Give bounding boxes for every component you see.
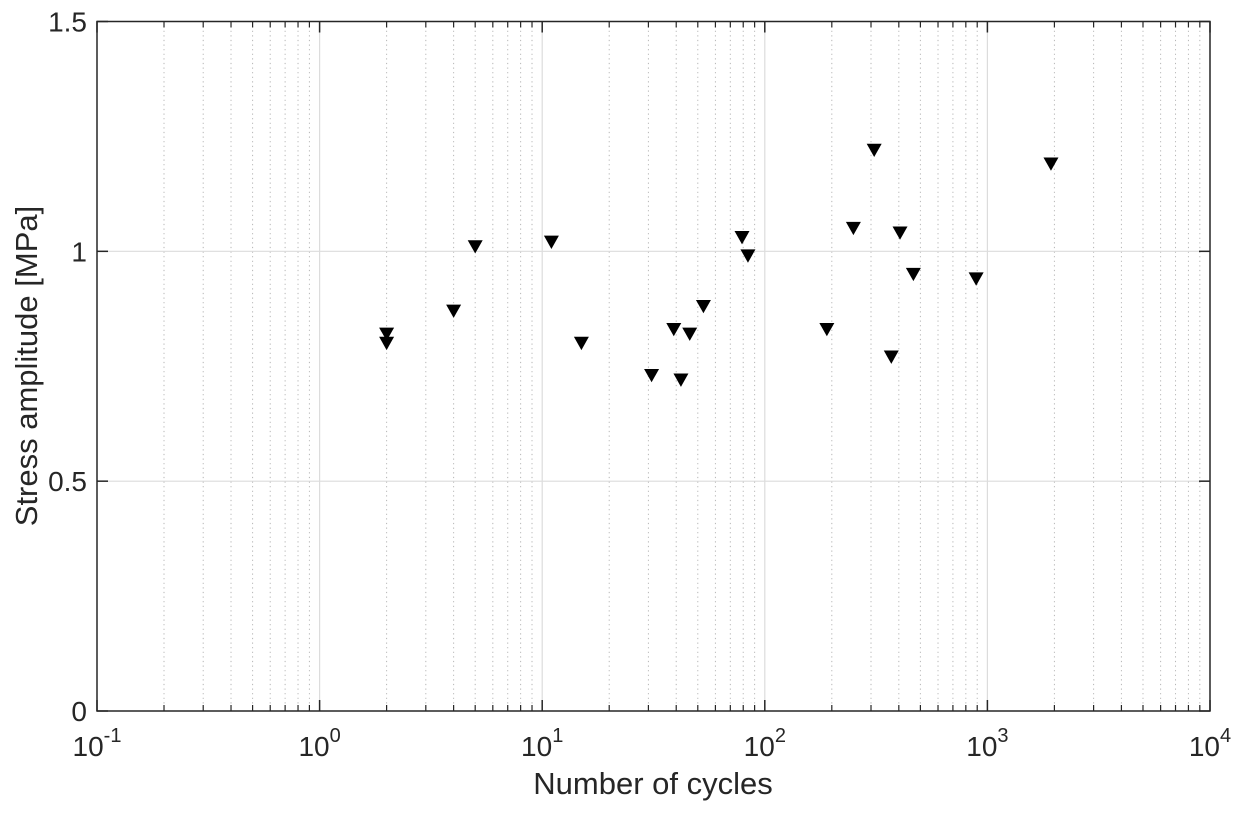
x-tick-label: 100 <box>298 725 340 762</box>
data-point-marker <box>740 249 756 263</box>
data-point-marker <box>644 368 660 383</box>
data-point-marker <box>379 336 395 351</box>
data-point-marker <box>892 226 908 240</box>
data-point-marker <box>379 327 395 341</box>
data-point-marker <box>695 299 711 314</box>
data-point-marker <box>673 373 689 387</box>
data-point-marker <box>467 240 483 254</box>
y-tick-label: 0 <box>71 696 87 727</box>
data-point-marker <box>446 304 462 318</box>
y-tick-label: 1 <box>71 236 87 267</box>
data-point-marker <box>968 272 984 286</box>
data-point-marker <box>666 322 682 337</box>
axes-box <box>96 20 1211 712</box>
x-axis-label: Number of cycles <box>533 766 773 801</box>
x-tick-label: 103 <box>966 725 1008 762</box>
x-tick-label: 10-1 <box>73 725 122 762</box>
data-point-marker <box>905 267 921 282</box>
data-point-marker <box>1043 157 1059 171</box>
data-point-marker <box>819 322 835 337</box>
x-tick-label: 102 <box>744 725 786 762</box>
data-point-marker <box>883 350 899 364</box>
data-point-marker <box>682 327 698 341</box>
data-point-marker <box>866 143 882 158</box>
y-axis-label: Stress amplitude [MPa] <box>9 205 44 527</box>
data-point-marker <box>573 336 589 351</box>
data-point-marker <box>734 231 750 245</box>
y-tick-label: 1.5 <box>48 7 87 38</box>
y-tick-label: 0.5 <box>48 466 87 497</box>
data-point-marker <box>845 221 861 236</box>
x-tick-label: 104 <box>1189 725 1231 762</box>
x-tick-label: 101 <box>521 725 563 762</box>
data-point-marker <box>543 235 559 249</box>
